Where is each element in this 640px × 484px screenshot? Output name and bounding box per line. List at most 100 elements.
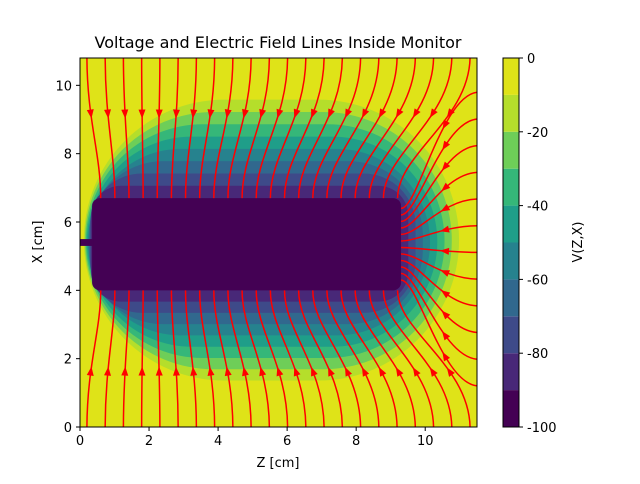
field-arrow [412, 367, 421, 377]
field-arrow [86, 366, 94, 376]
field-line [184, 290, 198, 427]
field-line [396, 58, 471, 199]
field-arrow [328, 366, 335, 377]
field-arrow [293, 366, 301, 377]
field-line [401, 225, 477, 242]
y-tick-label: 2 [64, 353, 72, 368]
field-line [241, 58, 271, 199]
x-tick-label: 0 [76, 434, 84, 449]
x-tick-label: 4 [214, 434, 222, 449]
field-arrow [345, 108, 352, 119]
field-line [400, 145, 477, 223]
colorbar-band [503, 242, 519, 280]
field-arrow [361, 367, 370, 377]
colorbar-label: V(Z,X) [571, 222, 586, 263]
field-line [283, 290, 325, 427]
axes-frame [79, 57, 478, 428]
y-tick-label: 4 [64, 284, 72, 299]
colorbar-tick-label: -100 [527, 421, 557, 436]
field-line [227, 58, 252, 199]
field-line [400, 272, 477, 360]
field-line [241, 290, 271, 427]
field-line [140, 290, 144, 427]
field-line [122, 290, 130, 427]
field-line [400, 171, 477, 229]
field-arrow [442, 351, 451, 362]
field-arrow [441, 182, 451, 192]
field-arrow [442, 119, 450, 130]
field-line [326, 58, 380, 199]
field-line [104, 58, 116, 199]
field-line [368, 58, 435, 199]
field-arrow [441, 310, 451, 320]
colorbar-band [503, 390, 519, 427]
field-line [198, 290, 216, 427]
x-tick-label: 2 [145, 434, 153, 449]
y-tick-label: 6 [64, 216, 72, 231]
field-arrow [138, 109, 146, 119]
chart-title: Voltage and Electric Field Lines Inside … [95, 33, 462, 52]
x-tick-label: 6 [283, 434, 291, 449]
field-arrow [412, 108, 421, 118]
field-arrow [86, 109, 94, 119]
field-line [269, 58, 307, 199]
field-line [170, 290, 179, 427]
field-arrow [440, 225, 450, 233]
field-arrow [311, 366, 318, 377]
x-tick-label: 10 [417, 434, 434, 449]
field-line [184, 58, 198, 199]
field-line [400, 266, 477, 334]
field-arrow [104, 109, 112, 119]
field-arrow [362, 108, 370, 119]
colorbar-band [503, 58, 519, 95]
field-arrow [121, 109, 129, 119]
field-line [255, 290, 289, 427]
colorbar-band [503, 131, 519, 169]
field-arrow [446, 108, 455, 118]
field-line [122, 58, 130, 199]
colorbar-tick-label: -20 [527, 126, 548, 141]
plot-area [80, 58, 477, 427]
field-arrow [121, 366, 129, 376]
field-arrow [190, 109, 198, 119]
field-arrow [138, 366, 146, 376]
field-line [213, 58, 234, 199]
field-arrow [104, 366, 111, 376]
field-arrow [293, 108, 301, 119]
field-line [354, 290, 416, 427]
field-arrow [378, 108, 387, 119]
field-line [354, 58, 416, 199]
field-arrow [259, 366, 267, 377]
field-line [170, 58, 179, 199]
field-line [198, 58, 216, 199]
x-axis-label: Z [cm] [257, 456, 300, 471]
colorbar-tick-label: 0 [527, 52, 535, 67]
field-arrow [224, 109, 232, 119]
field-line [312, 58, 362, 199]
colorbar-band [503, 353, 519, 391]
field-arrow [345, 367, 352, 377]
colorbar-tick-label: -40 [527, 200, 548, 215]
field-line [400, 91, 477, 210]
field-arrow [446, 367, 455, 377]
colorbar-band [503, 316, 519, 354]
field-arrow [155, 109, 163, 119]
field-line [297, 290, 344, 427]
electrode-stub [80, 239, 94, 246]
contour-band [92, 198, 402, 291]
field-arrow [173, 366, 180, 376]
field-line [86, 290, 102, 427]
field-line [156, 58, 161, 199]
field-line [283, 58, 325, 199]
field-arrow [378, 367, 387, 377]
field-line [382, 58, 453, 199]
field-line [326, 290, 380, 427]
field-line [227, 290, 252, 427]
field-arrow [429, 108, 438, 118]
field-arrow [155, 366, 163, 376]
field-line [156, 290, 161, 427]
field-line [400, 118, 477, 216]
field-line [255, 58, 289, 199]
